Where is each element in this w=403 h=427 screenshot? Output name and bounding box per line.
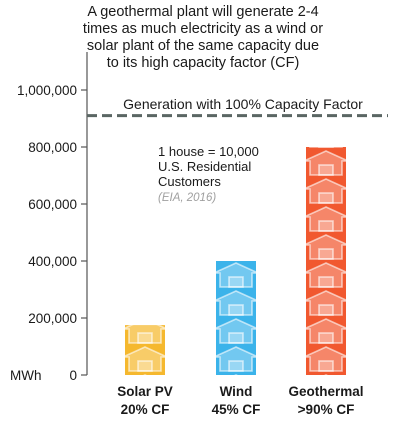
category-label: Geothermal — [288, 384, 363, 399]
note-line: Customers — [158, 174, 221, 189]
title-line: times as much electricity as a wind or — [83, 21, 323, 37]
y-tick-label: 200,000 — [28, 311, 77, 326]
reference-line-label: Generation with 100% Capacity Factor — [123, 96, 363, 112]
y-tick-label: 0 — [69, 368, 77, 383]
note-line: U.S. Residential — [158, 159, 251, 174]
bars — [125, 147, 346, 375]
note-line: 1 house = 10,000 — [158, 144, 259, 159]
category-sublabel: 20% CF — [121, 402, 170, 417]
y-tick-label: 800,000 — [28, 140, 77, 155]
title-line: to its high capacity factor (CF) — [107, 55, 300, 71]
y-tick-label: 600,000 — [28, 197, 77, 212]
x-axis-labels: Solar PV 20% CF Wind 45% CF Geothermal >90% C… — [117, 384, 363, 417]
title-line: A geothermal plant will generate 2-4 — [87, 4, 318, 20]
y-tick-label: 1,000,000 — [17, 83, 77, 98]
y-axis-unit-label: MWh — [10, 368, 42, 383]
source-label: (EIA, 2016) — [158, 192, 216, 204]
y-tick-label: 400,000 — [28, 254, 77, 269]
category-sublabel: 45% CF — [212, 402, 261, 417]
category-sublabel: >90% CF — [298, 402, 355, 417]
category-label: Wind — [220, 384, 253, 399]
category-label: Solar PV — [117, 384, 173, 399]
y-axis: 0 200,000 400,000 600,000 800,000 1,000,000 MW… — [10, 52, 88, 383]
reference-line-group: Generation with 100% Capacity Factor — [87, 96, 388, 118]
title-line: solar plant of the same capacity due — [87, 38, 319, 54]
chart-title: A geothermal plant will generate 2-4time… — [83, 4, 323, 71]
house-icon — [216, 261, 256, 375]
house-icon — [306, 147, 346, 375]
house-icon — [125, 325, 165, 375]
